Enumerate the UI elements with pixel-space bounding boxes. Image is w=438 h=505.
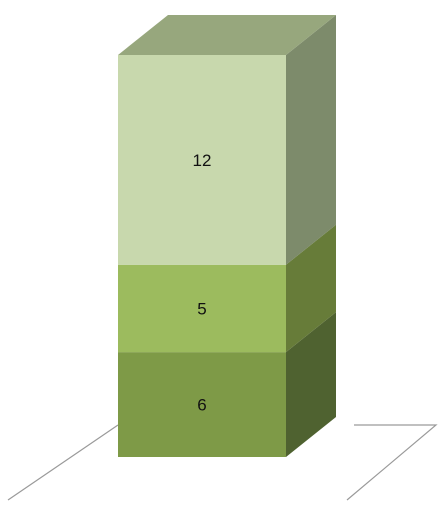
- bar-segment-2: [118, 264, 286, 353]
- bar-segment-1-side: [286, 312, 336, 457]
- bar-segment-3-side: [286, 15, 336, 265]
- bar-top-face: [118, 15, 336, 55]
- data-label-segment-2: 5: [197, 299, 206, 318]
- bar-stack: 6 5 12: [118, 15, 336, 457]
- data-label-segment-3: 12: [193, 151, 212, 170]
- bar-segment-3: [118, 55, 286, 265]
- chart-floor: [7, 424, 438, 501]
- bar-segment-2-side: [286, 224, 336, 353]
- floor-right-edge: [346, 424, 438, 501]
- floor-left-edge: [7, 424, 119, 501]
- bar-segment-1: [118, 352, 286, 457]
- data-label-segment-1: 6: [197, 396, 206, 415]
